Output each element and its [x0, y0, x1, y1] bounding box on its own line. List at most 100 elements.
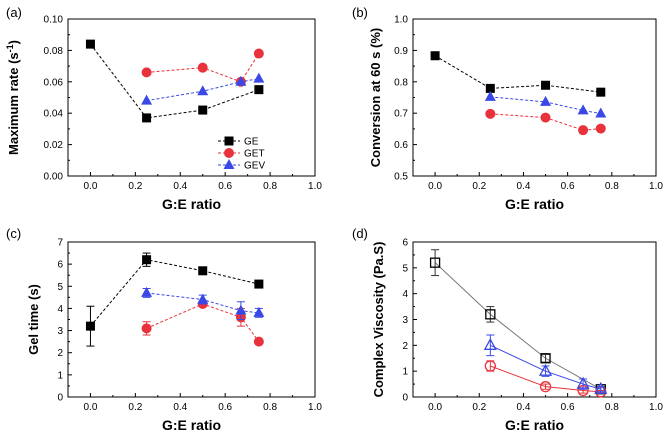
- y-tick-label: 5: [402, 263, 408, 274]
- y-tick-label: 0.5: [394, 172, 408, 183]
- chart-panel-c: (c) 0.0 0.2 0.4 0.6 0.8 1.0 0 1 2 3 4 5 6 7 G:E ratio Ge…: [6, 226, 322, 433]
- panel-label: (a): [6, 5, 22, 20]
- series-line: [434, 55, 601, 93]
- data-point-square: [254, 85, 264, 95]
- series-line: [490, 344, 601, 390]
- series-GE: [85, 252, 264, 347]
- data-point-circle: [484, 360, 496, 372]
- x-tick-label: 0.8: [605, 181, 619, 192]
- y-axis-label: Gel time (s): [26, 284, 41, 355]
- data-point-triangle: [235, 304, 247, 315]
- chart-panel-a: (a) 0.0 0.2 0.4 0.6 0.8 1.0 0.00 0.02 0.04 0.06 0.0…: [5, 5, 322, 212]
- series-line: [146, 53, 260, 83]
- series-GEV: [483, 334, 608, 394]
- series-GEV: [141, 72, 265, 105]
- x-tick-label: 0.2: [472, 181, 486, 192]
- y-axis-label: Maximum rate (s-1): [5, 40, 21, 155]
- data-point-circle: [595, 123, 606, 134]
- data-point-triangle: [197, 293, 209, 304]
- x-tick-label: 0.4: [173, 402, 187, 413]
- y-tick-label: 2: [57, 348, 63, 359]
- data-point-circle: [540, 112, 551, 123]
- y-tick-label: 4: [402, 289, 408, 300]
- y-tick-label: 0.10: [44, 15, 64, 26]
- data-point-circle: [578, 125, 589, 136]
- x-tick-label: 0.6: [561, 402, 575, 413]
- data-point-circle: [253, 48, 264, 59]
- data-point-triangle: [253, 306, 265, 317]
- chart-panel-d: (d) 0.0 0.2 0.4 0.6 0.8 1.0 0 1 2 3 4 5 6 G:E ratio Com…: [352, 226, 663, 433]
- data-point-triangle: [141, 286, 153, 297]
- x-tick-label: 0.6: [561, 181, 575, 192]
- legend-label: GE: [244, 137, 259, 148]
- y-tick-label: 0.9: [394, 46, 408, 57]
- data-point-triangle: [595, 107, 607, 118]
- y-tick-label: 5: [57, 282, 63, 293]
- data-point-square: [142, 113, 152, 123]
- series-line: [90, 259, 259, 327]
- y-tick-label: 1: [57, 370, 63, 381]
- panel-label: (d): [352, 226, 368, 241]
- data-point-square: [485, 83, 495, 93]
- series-GE: [429, 249, 606, 395]
- data-point-triangle: [577, 104, 589, 115]
- y-tick-label: 7: [57, 238, 63, 249]
- series-line: [434, 262, 602, 390]
- series-line: [146, 303, 260, 342]
- x-tick-label: 0.0: [428, 402, 442, 413]
- data-point-triangle: [538, 363, 553, 376]
- y-tick-label: 2: [402, 341, 408, 352]
- plot-frame: [412, 241, 657, 398]
- x-tick-label: 0.2: [128, 181, 142, 192]
- y-tick-label: 0.7: [394, 109, 408, 120]
- data-point-circle: [485, 108, 496, 119]
- y-tick-label: 0.8: [394, 77, 408, 88]
- x-tick-label: 1.0: [308, 181, 322, 192]
- panel-label: (b): [352, 5, 368, 20]
- y-tick-label: 6: [402, 238, 408, 249]
- legend-marker-circle: [224, 148, 234, 158]
- x-tick-label: 0.6: [218, 402, 232, 413]
- y-tick-label: 0: [57, 393, 63, 404]
- legend-label: GEV: [244, 161, 265, 172]
- y-axis-label: Conversion at 60 s (%): [368, 28, 383, 167]
- y-tick-label: 3: [402, 315, 408, 326]
- x-tick-label: 0.2: [128, 402, 142, 413]
- x-tick-label: 0.2: [472, 402, 486, 413]
- legend-marker-square: [224, 136, 234, 146]
- x-tick-label: 0.0: [84, 402, 98, 413]
- data-point-triangle: [253, 72, 265, 83]
- x-tick-label: 0.0: [428, 181, 442, 192]
- data-point-square: [85, 39, 95, 49]
- y-tick-label: 0: [402, 393, 408, 404]
- series-line: [90, 43, 260, 119]
- series-line: [490, 365, 601, 393]
- series-line: [146, 78, 259, 102]
- x-tick-label: 0.4: [517, 402, 531, 413]
- series-line: [490, 113, 601, 131]
- data-point-square: [142, 255, 152, 265]
- series-GE: [430, 51, 606, 97]
- series-GET: [485, 108, 606, 136]
- x-axis-label: G:E ratio: [162, 417, 221, 433]
- y-axis-label: Complex Viscosity (Pa.S): [371, 242, 386, 398]
- y-tick-label: 0.6: [394, 140, 408, 151]
- series-line: [490, 96, 601, 115]
- x-axis-label: G:E ratio: [505, 417, 564, 433]
- data-point-square: [198, 266, 208, 276]
- y-tick-label: 3: [57, 326, 63, 337]
- data-point-triangle: [484, 90, 496, 101]
- data-point-square: [429, 257, 441, 268]
- data-point-triangle: [576, 376, 590, 389]
- series-line: [146, 292, 259, 314]
- data-point-triangle: [483, 337, 497, 350]
- data-point-circle: [197, 62, 208, 73]
- data-point-square: [596, 87, 606, 97]
- series-GEV: [484, 90, 607, 118]
- y-tick-label: 4: [57, 304, 63, 315]
- x-tick-label: 0.6: [218, 181, 232, 192]
- y-tick-label: 1.0: [394, 15, 408, 26]
- data-point-triangle: [594, 381, 608, 394]
